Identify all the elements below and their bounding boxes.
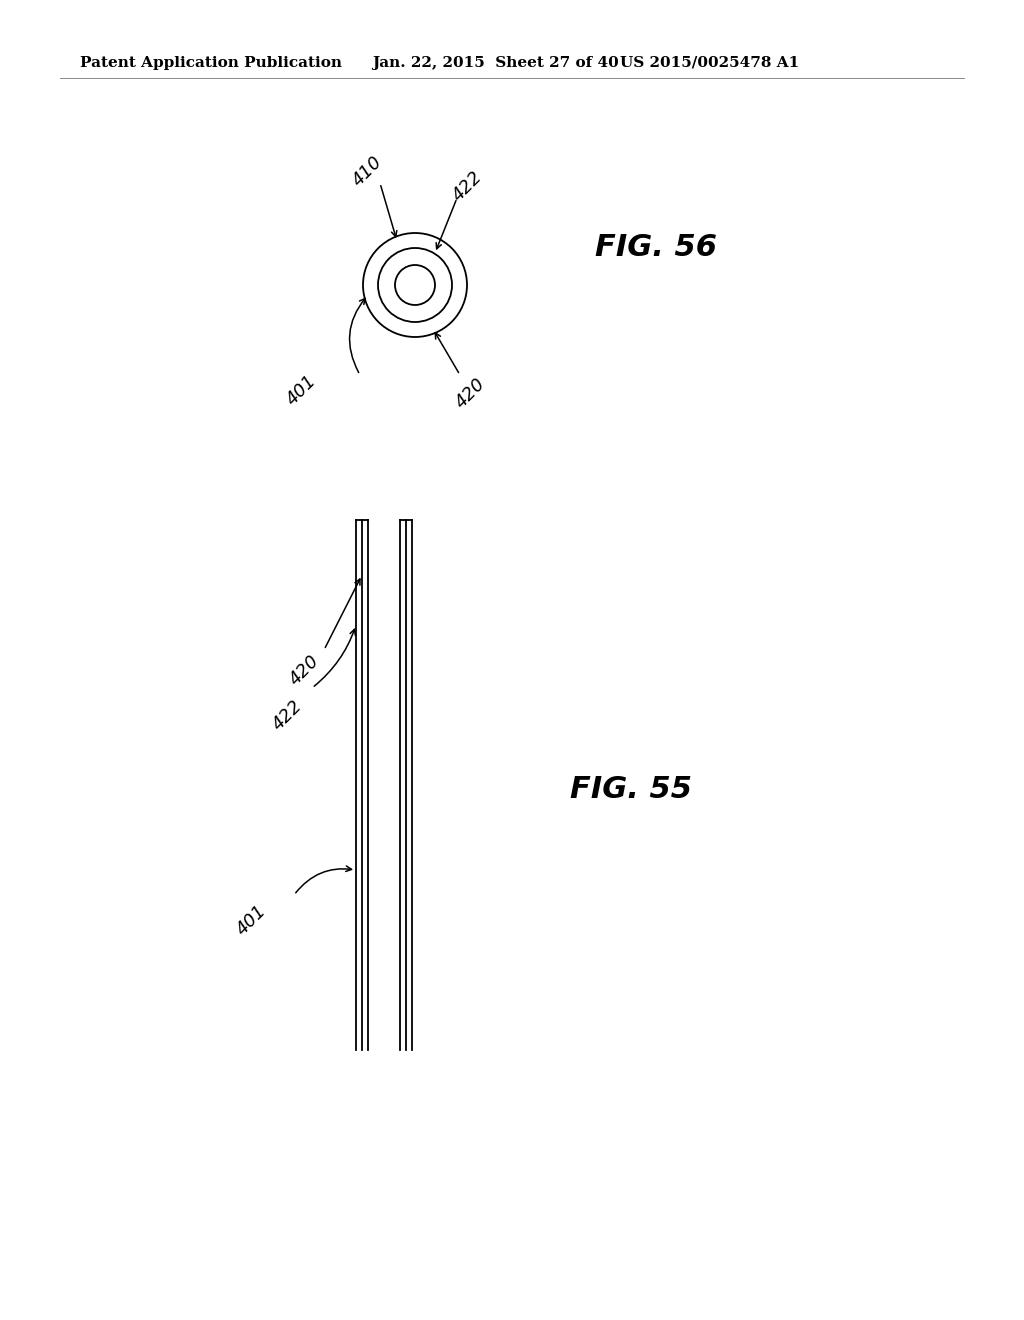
Text: US 2015/0025478 A1: US 2015/0025478 A1 [620, 55, 800, 70]
Text: 420: 420 [452, 375, 488, 412]
Text: FIG. 56: FIG. 56 [595, 234, 717, 263]
Text: 410: 410 [348, 152, 386, 190]
Text: 422: 422 [449, 168, 485, 205]
Text: 422: 422 [268, 697, 305, 734]
Text: Jan. 22, 2015  Sheet 27 of 40: Jan. 22, 2015 Sheet 27 of 40 [372, 55, 618, 70]
Text: 401: 401 [283, 371, 319, 409]
Text: FIG. 55: FIG. 55 [570, 776, 692, 804]
Text: 420: 420 [286, 652, 323, 689]
Text: Patent Application Publication: Patent Application Publication [80, 55, 342, 70]
Text: 401: 401 [232, 902, 269, 939]
